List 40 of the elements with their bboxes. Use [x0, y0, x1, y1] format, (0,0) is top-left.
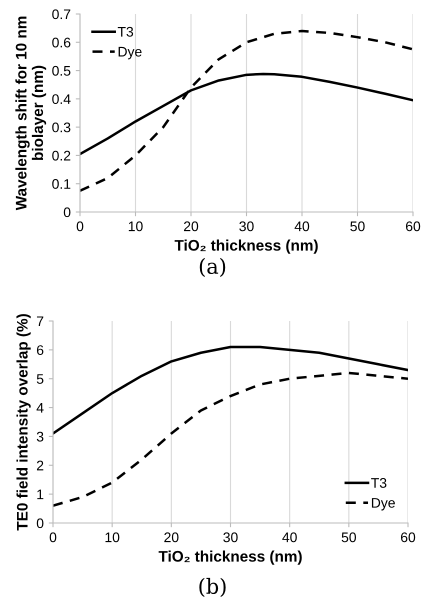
- x-tick-label: 60: [406, 221, 420, 232]
- y-tick-label: 0: [36, 518, 44, 528]
- y-tick-label: 0.7: [52, 9, 70, 20]
- y-axis-title: Wavelength shift for 10 nm biolayer (nm): [15, 16, 46, 210]
- y-tick-label: 7: [36, 316, 44, 326]
- x-axis-title: TiO₂ thickness (nm): [174, 240, 318, 254]
- y-tick-label: 4: [36, 403, 44, 413]
- x-axis-title: TiO₂ thickness (nm): [158, 550, 302, 565]
- x-tick-label: 30: [239, 221, 254, 232]
- x-tick-label: 20: [184, 221, 198, 232]
- y-tick-label: 0.3: [52, 122, 70, 132]
- x-tick-label: 50: [350, 221, 365, 232]
- x-tick-label: 10: [128, 221, 143, 232]
- y-tick-label: 2: [36, 460, 44, 470]
- legend-label: Dye: [372, 498, 395, 510]
- y-tick-label: 1: [37, 490, 44, 500]
- x-tick-label: 10: [106, 532, 120, 542]
- text: (b): [199, 578, 226, 597]
- legend-label: T3: [118, 26, 134, 37]
- line-series: [53, 346, 408, 435]
- y-tick-label: 0.6: [52, 38, 70, 48]
- x-tick-label: 0: [76, 221, 84, 232]
- legend-label: Dye: [118, 46, 142, 60]
- legend-label: T3: [371, 478, 386, 488]
- y-tick-label: 0.4: [52, 94, 71, 104]
- x-tick-label: 40: [282, 532, 297, 542]
- y-tick-label: 0.1: [52, 179, 70, 189]
- x-tick-label: 30: [223, 532, 238, 542]
- y-tick-label: 3: [36, 432, 44, 442]
- y-tick-label: 0: [64, 207, 70, 218]
- x-tick-label: 50: [342, 532, 356, 542]
- text: (a): [200, 258, 226, 277]
- y-tick-label: 6: [36, 345, 44, 356]
- x-tick-label: 40: [294, 221, 310, 232]
- y-tick-label: 0.2: [52, 150, 70, 161]
- x-tick-label: 60: [400, 532, 416, 542]
- y-tick-label: 5: [36, 374, 44, 384]
- y-tick-label: 0.5: [52, 66, 70, 76]
- x-tick-label: 20: [164, 532, 179, 542]
- y-axis-title: TE0 field intensity overlap (%): [16, 314, 31, 530]
